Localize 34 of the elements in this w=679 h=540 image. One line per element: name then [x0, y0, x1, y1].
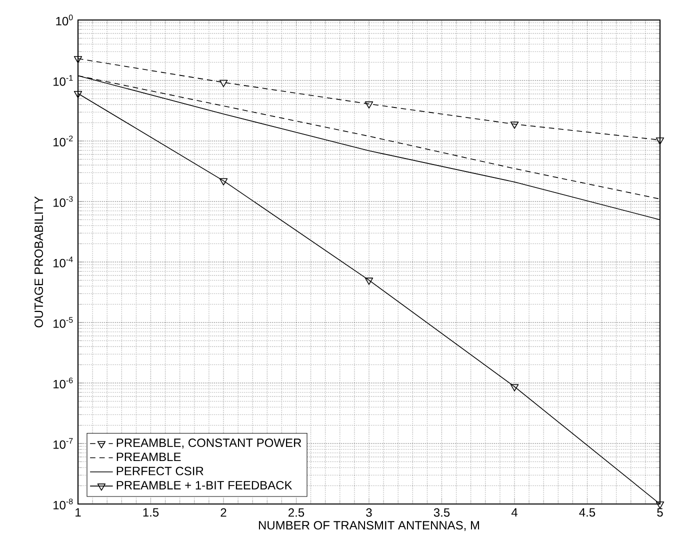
y-tick-label: 10$^{-8}$: [54, 498, 73, 510]
y-tick-label: 10$^{-3}$: [54, 196, 73, 207]
y-tick-label: 10$^{-1}$: [54, 75, 73, 86]
point: [656, 501, 664, 509]
point: [219, 80, 228, 88]
legend-label: PREAMBLE: [116, 452, 181, 461]
point: [74, 56, 82, 64]
x-tick-label: 4.5: [579, 508, 596, 517]
point: [510, 384, 519, 392]
y-tick-label: 10$^{0}$: [56, 14, 73, 26]
point: [364, 101, 374, 109]
x-tick-label: 5: [657, 508, 663, 517]
point: [364, 278, 374, 285]
legend-label: PREAMBLE + 1-BIT FEEDBACK: [116, 480, 292, 490]
y-tick-label: 10$^{-7}$: [54, 438, 73, 449]
x-tick-label: 3: [366, 508, 372, 517]
point: [74, 90, 82, 98]
y-axis-title: OUTAGE PROBABILITY: [34, 196, 44, 328]
legend-label: PREAMBLE, CONSTANT POWER: [116, 438, 302, 448]
y-tick-label: 10$^{-4}$: [54, 256, 73, 268]
point: [656, 137, 664, 145]
y-tick-label: 10$^{-6}$: [54, 378, 73, 388]
x-tick-label: 2: [220, 508, 226, 517]
legend-label: PERFECT CSIR: [116, 466, 204, 476]
y-tick-label: 10$^{-5}$: [54, 317, 73, 328]
x-tick-label: 3.5: [434, 508, 450, 517]
point: [510, 122, 519, 129]
x-tick-label: 4: [511, 508, 518, 517]
x-tick-label: 2.5: [288, 508, 304, 517]
point: [219, 178, 228, 186]
x-axis-title: NUMBER OF TRANSMIT ANTENNAS, M: [258, 521, 480, 531]
y-tick-label: 10$^{-2}$: [54, 136, 73, 146]
x-tick-label: 1: [76, 508, 81, 517]
x-tick-label: 1.5: [143, 508, 159, 517]
